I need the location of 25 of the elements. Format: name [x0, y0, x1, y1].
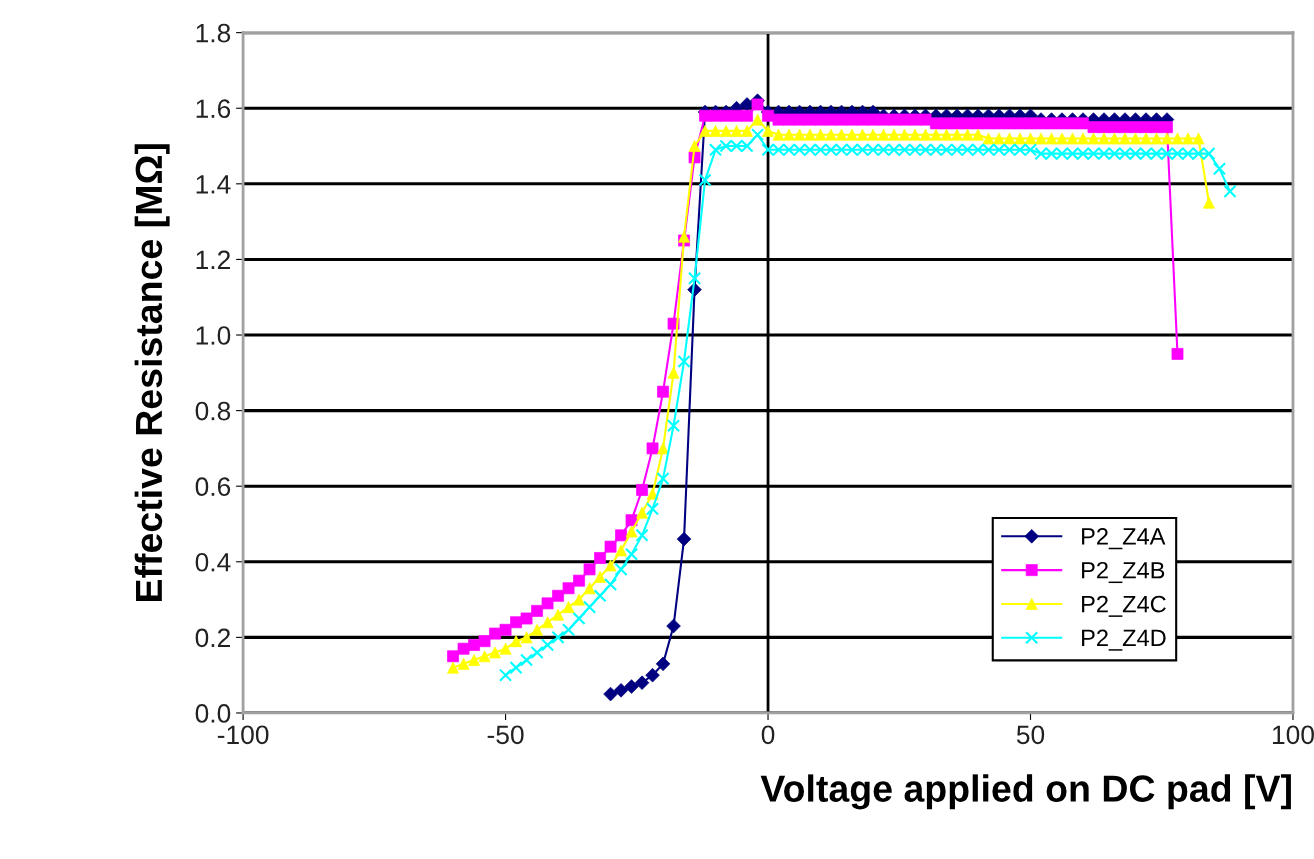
point: [645, 667, 660, 683]
legend-label: P2_Z4B: [1082, 561, 1165, 584]
y-axis-title: Effective Resistance [MΩ]: [134, 144, 170, 602]
x-tick-label: 100: [1272, 725, 1314, 745]
point: [666, 618, 681, 634]
y-tick-label: 1.2: [196, 250, 230, 269]
point: [634, 675, 650, 690]
x-tick-label: 50: [1016, 725, 1045, 745]
legend-label: P2_Z4C: [1082, 595, 1166, 617]
legend-label: P2_Z4A: [1082, 528, 1166, 550]
y-tick-label: 0.6: [195, 477, 231, 497]
y-tick-label: 1.6: [196, 99, 231, 119]
x-axis-title: Voltage applied on DC pad [V]: [760, 774, 1291, 810]
y-tick-label: 0.8: [195, 401, 231, 421]
legend-label: P2_Z4D: [1082, 629, 1166, 651]
y-tick-label: 1.4: [196, 175, 231, 194]
x-tick-label: -100: [217, 725, 269, 745]
x-tick-label: 0: [761, 725, 775, 745]
y-tick-label: 1.0: [196, 326, 231, 345]
y-tick-label: 0.0: [195, 704, 231, 723]
y-tick-label: 0.4: [195, 552, 231, 572]
y-tick-label: 0.2: [195, 628, 230, 648]
y-tick-label: 1.8: [196, 23, 231, 43]
point: [655, 656, 671, 672]
x-tick-label: -50: [487, 725, 524, 745]
